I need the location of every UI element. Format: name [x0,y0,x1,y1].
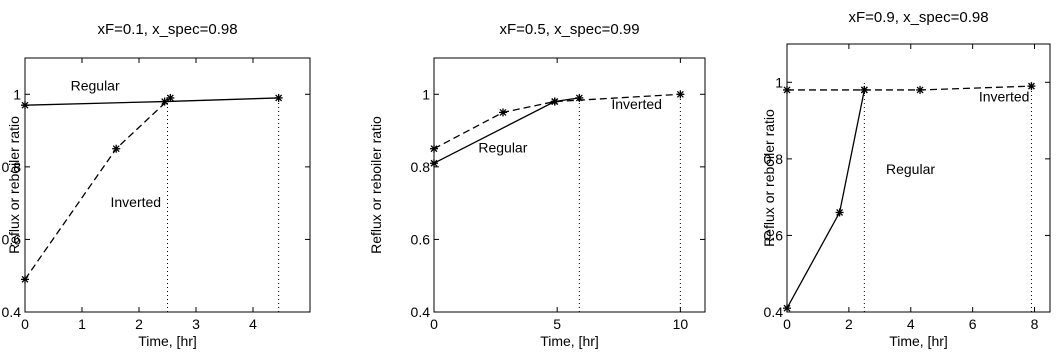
data-point [21,275,29,284]
x-tick-label: 4 [907,316,915,332]
marker-stroke [575,94,583,102]
marker-stroke [676,90,684,98]
data-point [21,101,29,110]
y-tick-label: 1 [775,74,783,90]
marker-stroke [836,208,844,216]
data-point [783,304,791,313]
chart-panel-2: xF=0.5, x_spec=0.99 0 5 10 0.4 0.6 0.8 1 Time, [… [368,21,706,349]
series-inverted [430,90,685,153]
data-point [916,85,925,94]
chart-title: xF=0.1, x_spec=0.98 [97,21,237,38]
x-tick-label: 2 [845,316,853,332]
x-axis-label: Time, [hr] [540,333,599,349]
series-inverted [21,93,175,284]
marker-stroke [21,101,29,109]
marker-stroke [916,86,924,94]
data-point [550,97,559,106]
y-tick-label: 0.4 [764,304,784,320]
marker-stroke [860,86,868,94]
chart-title: xF=0.9, x_spec=0.98 [848,9,988,26]
x-tick-label: 3 [192,316,200,332]
marker-stroke [430,159,438,167]
data-point [860,85,869,94]
y-tick-label: 0.6 [764,227,784,243]
annotation-regular: Regular [71,78,120,94]
x-axis-label: Time, [hr] [889,333,948,349]
y-axis-label: Reflux or reboiler ratio [761,109,777,247]
chart-panel-3: xF=0.9, x_spec=0.98 0 2 4 6 8 0.4 0.6 0.8 1 Time, … [761,9,1051,349]
marker-stroke [112,145,120,153]
series-line-inverted [787,85,1032,91]
annotation-regular: Regular [478,139,527,155]
data-point [166,93,175,102]
data-point [835,208,844,217]
x-tick-label: 0 [21,316,29,332]
y-tick-label: 1 [422,86,430,102]
chart-panel-1: xF=0.1, x_spec=0.98 0 1 2 3 4 0.4 0.6 0.8 1 Time, … [2,21,311,349]
x-tick-label: 0 [430,316,438,332]
series-line-inverted [24,97,171,280]
data-point [1027,82,1036,91]
annotation-inverted: Inverted [111,194,162,210]
y-tick-label: 1 [13,86,21,102]
data-point [274,93,283,102]
marker-stroke [21,275,29,283]
x-tick-label: 1 [78,316,86,332]
annotation-inverted: Inverted [611,96,662,112]
x-tick-label: 6 [969,316,977,332]
x-tick-label: 5 [553,316,561,332]
marker-stroke [430,145,438,153]
series-regular [21,93,283,110]
marker-stroke [161,98,169,106]
y-tick-label: 0.4 [411,304,431,320]
data-point [430,144,438,153]
series-regular [430,93,584,168]
data-point [430,159,438,168]
plot-frame [24,57,311,313]
x-tick-label: 10 [673,316,689,332]
x-axis-label: Time, [hr] [138,333,197,349]
plot-frame [433,57,706,313]
chart-title: xF=0.5, x_spec=0.99 [499,21,639,38]
y-tick-label: 0.8 [411,159,431,175]
marker-stroke [783,304,791,312]
data-point [160,97,169,106]
marker-stroke [275,94,283,102]
annotation-regular: Regular [886,161,935,177]
data-point [676,90,685,99]
plot-frame [786,43,1051,313]
x-tick-label: 2 [135,316,143,332]
marker-stroke [551,98,559,106]
marker-stroke [166,94,174,102]
y-tick-label: 0.6 [2,231,22,247]
y-tick-label: 0.4 [2,304,22,320]
data-point [112,144,121,153]
x-tick-label: 0 [783,316,791,332]
series-line-regular [24,97,279,106]
series-regular [783,85,869,313]
y-axis-label: Reflux or reboiler ratio [6,116,22,254]
y-tick-label: 0.6 [411,231,431,247]
series-line-regular [786,89,865,309]
data-point [498,108,507,117]
y-tick-label: 0.8 [764,151,784,167]
marker-stroke [1027,82,1035,90]
series-line-inverted [433,93,681,150]
y-tick-label: 0.8 [2,159,22,175]
marker-stroke [499,108,507,116]
series-inverted [783,82,1036,94]
marker-stroke [783,86,791,94]
y-axis-label: Reflux or reboiler ratio [368,116,384,254]
x-tick-label: 8 [1031,316,1039,332]
annotation-inverted: Inverted [979,88,1030,104]
data-point [783,85,791,94]
x-tick-label: 4 [249,316,257,332]
